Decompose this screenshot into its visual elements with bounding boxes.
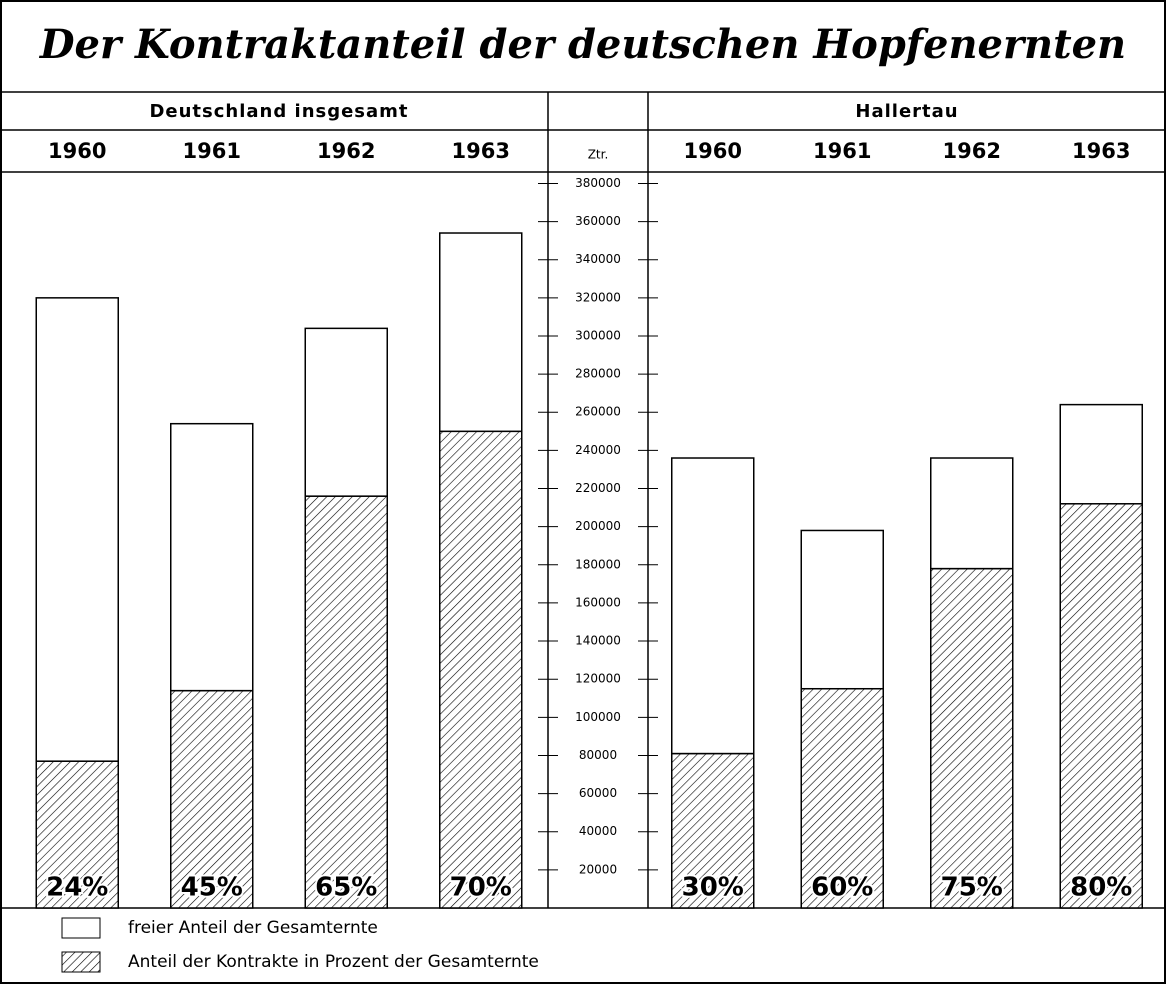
y-tick-label: 280000 [575, 367, 621, 381]
x-tick-label: 1963 [452, 139, 510, 163]
y-tick-label: 300000 [575, 328, 621, 342]
y-tick-label: 320000 [575, 290, 621, 304]
y-tick-label: 100000 [575, 710, 621, 724]
y-tick-label: 60000 [579, 786, 617, 800]
bar-segment [439, 430, 523, 909]
bar-segment [1059, 403, 1143, 505]
legend-swatch [61, 917, 101, 939]
y-tick-label: 40000 [579, 824, 617, 838]
y-tick-label: 120000 [575, 672, 621, 686]
share-label: 65% [315, 873, 377, 903]
panel-title: Hallertau [855, 101, 958, 122]
x-tick-label: 1960 [684, 139, 742, 163]
share-label: 30% [682, 873, 744, 903]
bar-segment [930, 457, 1014, 570]
bar-segment [930, 567, 1014, 909]
legend-label: Anteil der Kontrakte in Prozent der Gesa… [128, 952, 539, 972]
bar-segment [35, 297, 119, 762]
y-tick-label: 220000 [575, 481, 621, 495]
y-tick-label: 20000 [579, 862, 617, 876]
chart-title: Der Kontraktanteil der deutschen Hopfene… [39, 21, 1126, 68]
bar-segment [671, 457, 755, 755]
x-tick-label: 1961 [183, 139, 241, 163]
bar-segment [439, 232, 523, 433]
x-tick-label: 1960 [48, 139, 106, 163]
share-label: 80% [1070, 873, 1132, 903]
bar-segment [671, 752, 755, 909]
x-tick-label: 1961 [813, 139, 871, 163]
x-tick-label: 1963 [1072, 139, 1130, 163]
share-label: 45% [181, 873, 243, 903]
bar-segment [800, 529, 884, 690]
y-tick-label: 380000 [575, 176, 621, 190]
y-axis-label: Ztr. [588, 148, 609, 162]
y-tick-label: 340000 [575, 252, 621, 266]
bar-segment [1059, 503, 1143, 909]
y-tick-label: 240000 [575, 443, 621, 457]
x-tick-label: 1962 [317, 139, 375, 163]
x-tick-label: 1962 [943, 139, 1001, 163]
share-label: 60% [811, 873, 873, 903]
bar-segment [304, 495, 388, 909]
y-tick-label: 160000 [575, 595, 621, 609]
y-tick-label: 80000 [579, 748, 617, 762]
bar-segment [304, 327, 388, 497]
bar-segment [170, 422, 254, 692]
y-tick-label: 180000 [575, 557, 621, 571]
panel-title: Deutschland insgesamt [149, 101, 408, 122]
y-tick-label: 140000 [575, 634, 621, 648]
y-tick-label: 360000 [575, 214, 621, 228]
share-label: 75% [941, 873, 1003, 903]
legend-swatch [61, 951, 101, 973]
share-label: 70% [450, 873, 512, 903]
y-tick-label: 260000 [575, 405, 621, 419]
y-tick-label: 200000 [575, 519, 621, 533]
legend-label: freier Anteil der Gesamternte [128, 918, 378, 938]
bar-segment [800, 687, 884, 909]
bar-segment [35, 760, 119, 909]
bar-segment [170, 689, 254, 909]
share-label: 24% [46, 873, 108, 903]
